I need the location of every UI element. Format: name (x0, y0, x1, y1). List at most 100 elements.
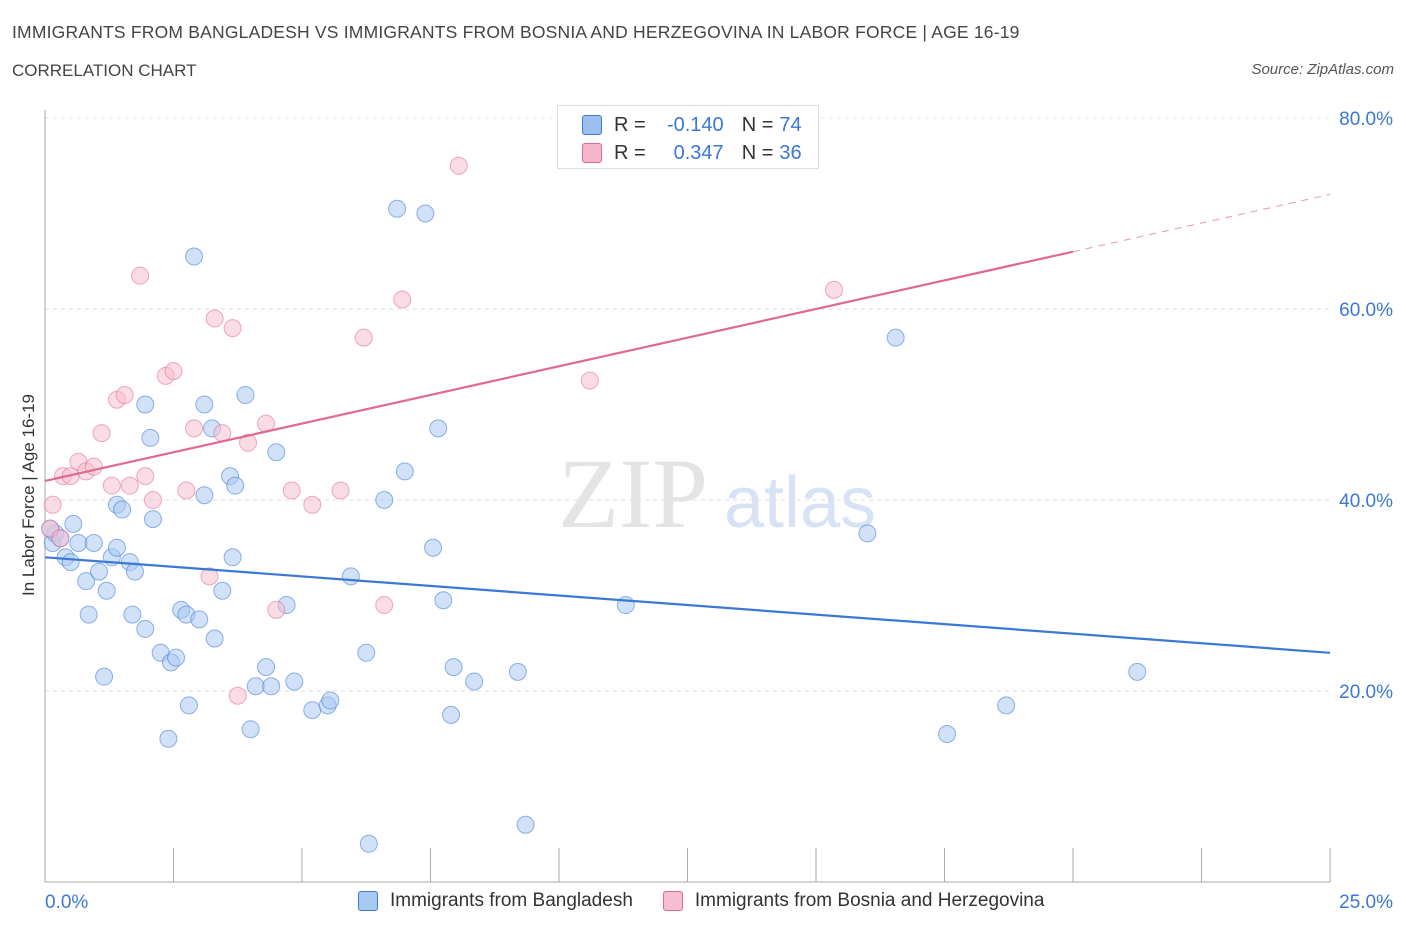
data-point-bosnia (185, 419, 204, 438)
data-point-bangladesh (195, 395, 214, 414)
y-tick-label: 20.0% (1339, 682, 1393, 703)
n-label: N = (741, 141, 774, 164)
data-point-bangladesh (388, 199, 407, 218)
y-tick-label: 40.0% (1339, 491, 1393, 512)
data-point-bangladesh (226, 476, 245, 495)
data-point-bangladesh (77, 572, 96, 591)
data-point-bosnia (223, 319, 242, 338)
data-point-bangladesh (205, 629, 224, 648)
data-point-bangladesh (997, 696, 1016, 715)
data-point-bangladesh (241, 720, 260, 739)
data-point-bangladesh (416, 204, 435, 223)
r-value: -0.140 (666, 113, 724, 136)
data-point-bangladesh (69, 533, 88, 552)
data-point-bosnia (143, 491, 162, 509)
data-point-bangladesh (159, 729, 178, 748)
data-point-bangladesh (886, 328, 905, 347)
data-point-bosnia (102, 476, 121, 495)
data-point-bosnia (239, 433, 258, 452)
data-point-bangladesh (359, 834, 378, 853)
data-point-bangladesh (143, 510, 162, 529)
data-point-bangladesh (303, 701, 322, 720)
x-tick-label-max: 25.0% (1339, 892, 1393, 913)
data-point-bangladesh (434, 591, 453, 610)
data-point-bangladesh (429, 419, 448, 438)
watermark-atlas: atlas (724, 463, 876, 543)
trend-line-bangladesh (44, 556, 1331, 654)
data-point-bosnia (43, 495, 62, 514)
data-point-bangladesh (136, 395, 155, 414)
n-label: N = (741, 113, 774, 136)
data-point-bosnia (177, 481, 196, 500)
data-point-bangladesh (84, 533, 103, 552)
watermark-zip: ZIP (558, 438, 708, 549)
r-label: R = (614, 141, 646, 164)
data-point-bangladesh (107, 538, 126, 557)
data-point-bangladesh (236, 385, 255, 404)
data-point-bangladesh (185, 247, 204, 266)
data-point-bosnia (449, 156, 468, 175)
data-point-bosnia (92, 424, 111, 443)
data-point-bangladesh (79, 605, 98, 624)
data-point-bangladesh (465, 672, 484, 691)
legend-item-bangladesh[interactable]: Immigrants from Bangladesh (358, 890, 633, 912)
data-point-bosnia (393, 290, 412, 309)
data-point-bangladesh (213, 581, 232, 600)
data-point-bangladesh (95, 667, 114, 686)
data-point-bangladesh (285, 672, 304, 691)
data-point-bangladesh (113, 500, 132, 519)
source-label: Source: ZipAtlas.com (1251, 61, 1394, 78)
data-point-bangladesh (516, 815, 535, 834)
data-point-bosnia (228, 686, 247, 705)
points-layer (41, 156, 1147, 853)
data-point-bangladesh (267, 443, 286, 462)
trend-line-bosnia-extension (1072, 193, 1331, 253)
legend-swatch-bangladesh (358, 891, 378, 911)
data-point-bangladesh (190, 610, 209, 629)
data-point-bangladesh (223, 548, 242, 567)
data-point-bosnia (375, 596, 394, 615)
data-point-bosnia (580, 371, 599, 390)
data-point-bangladesh (375, 491, 394, 509)
data-point-bosnia (131, 266, 150, 285)
data-point-bosnia (824, 280, 843, 299)
data-point-bangladesh (424, 538, 443, 557)
chart-title: IMMIGRANTS FROM BANGLADESH VS IMMIGRANTS… (12, 22, 1020, 42)
data-point-bosnia (354, 328, 373, 347)
data-point-bosnia (115, 385, 134, 404)
data-point-bosnia (84, 457, 103, 476)
legend-swatch-bosnia (662, 891, 683, 911)
watermark: ZIP atlas (558, 438, 876, 549)
n-value: 36 (779, 141, 802, 164)
data-point-bosnia (200, 567, 219, 586)
data-point-bangladesh (257, 658, 276, 677)
data-point-bosnia (282, 481, 301, 500)
data-point-bangladesh (341, 567, 360, 586)
data-point-bangladesh (444, 658, 463, 677)
data-point-bangladesh (97, 581, 116, 600)
chart-subtitle: CORRELATION CHART (12, 61, 197, 80)
legend-row-bangladesh: R = -0.140 N = 74 (582, 112, 802, 138)
data-point-bangladesh (61, 553, 80, 572)
r-label: R = (614, 113, 646, 136)
data-point-bosnia (303, 495, 322, 514)
data-point-bosnia (331, 481, 350, 500)
trend-line-bosnia (44, 250, 1074, 482)
trend-layer (44, 193, 1331, 654)
data-point-bosnia (120, 476, 139, 495)
data-point-bangladesh (357, 643, 376, 662)
data-point-bangladesh (1128, 662, 1147, 681)
data-point-bangladesh (938, 724, 957, 743)
data-point-bangladesh (125, 562, 144, 581)
data-point-bangladesh (262, 677, 281, 696)
data-point-bosnia (164, 362, 183, 381)
legend-swatch-bangladesh (582, 115, 602, 135)
legend-item-bosnia[interactable]: Immigrants from Bosnia and Herzegovina (662, 890, 1044, 912)
legend-row-bosnia: R = 0.347 N = 36 (582, 140, 802, 166)
series-legend: Immigrants from Bangladesh Immigrants fr… (358, 890, 1074, 912)
y-axis-label: In Labor Force | Age 16-19 (19, 394, 38, 596)
data-point-bangladesh (321, 691, 340, 710)
data-point-bosnia (267, 600, 286, 619)
data-point-bangladesh (246, 677, 265, 696)
